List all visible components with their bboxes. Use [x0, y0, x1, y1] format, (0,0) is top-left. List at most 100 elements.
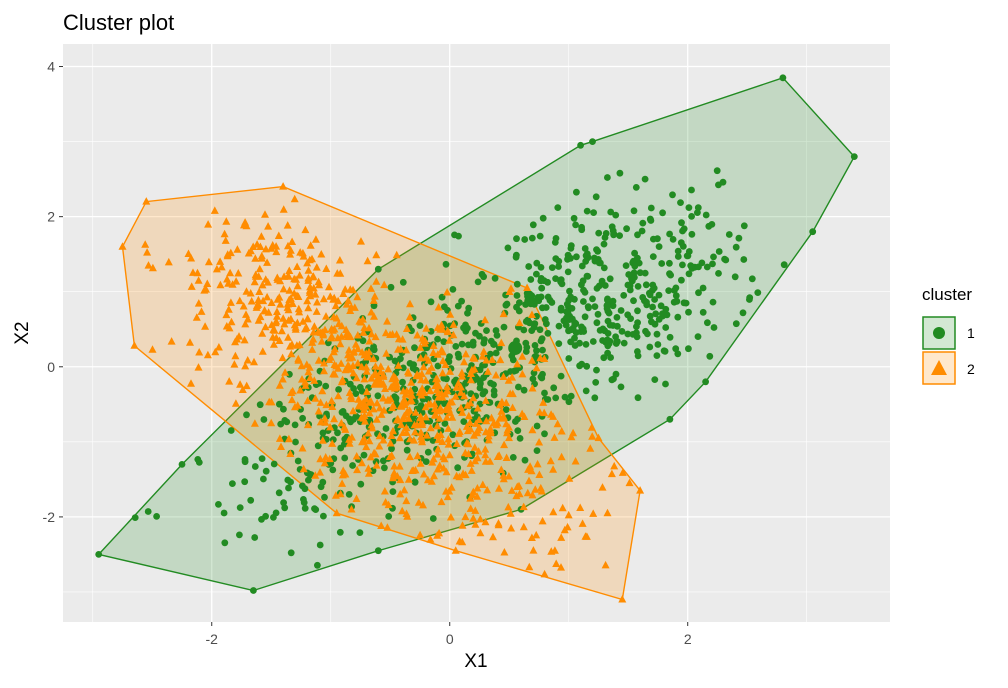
- cluster-2-point: [528, 384, 537, 392]
- cluster-2-point: [272, 317, 281, 325]
- cluster-2-point: [290, 289, 299, 297]
- cluster-2-point: [288, 299, 297, 307]
- cluster-1-point: [721, 255, 728, 263]
- cluster-2-point: [322, 264, 331, 272]
- cluster-2-point: [284, 434, 293, 443]
- cluster-2-point: [251, 270, 260, 279]
- cluster-2-point: [275, 381, 284, 389]
- cluster-2-point: [308, 338, 317, 346]
- cluster-2-point: [365, 436, 374, 445]
- cluster-2-point: [286, 250, 295, 258]
- cluster-1-point: [604, 174, 611, 181]
- cluster-1-point: [608, 376, 616, 384]
- cluster-2-point: [319, 294, 328, 303]
- cluster-2-point: [224, 279, 233, 287]
- cluster-1-point: [144, 508, 152, 515]
- cluster-2-point: [400, 395, 409, 403]
- cluster-2-point: [462, 438, 471, 447]
- cluster-2-point: [341, 425, 350, 433]
- cluster-2-point: [439, 356, 447, 365]
- cluster-2-point: [295, 271, 304, 279]
- cluster-2-point: [387, 382, 396, 391]
- cluster-2-point: [552, 559, 561, 567]
- cluster-2-point: [375, 403, 384, 412]
- cluster-1-point: [280, 499, 287, 507]
- cluster-1-point: [661, 347, 669, 355]
- cluster-2-point: [286, 449, 295, 457]
- cluster-2-point: [455, 537, 464, 545]
- cluster-2-point: [481, 445, 490, 453]
- cluster-2-point: [411, 408, 420, 416]
- cluster-2-point: [486, 426, 495, 434]
- cluster-2-point: [407, 378, 416, 386]
- cluster-1-point: [514, 415, 521, 423]
- cluster-1-point: [416, 322, 424, 329]
- cluster-2-point: [497, 407, 506, 415]
- cluster-2-point: [226, 298, 235, 306]
- cluster-2-point: [390, 462, 399, 470]
- cluster-1-point: [534, 294, 542, 301]
- cluster-2-point: [372, 415, 381, 423]
- cluster-2-point: [369, 296, 378, 304]
- legend-label-1: 1: [967, 325, 975, 341]
- cluster-2-point: [481, 450, 490, 459]
- y-tick-label: 2: [47, 209, 55, 225]
- cluster-1-point: [477, 380, 484, 388]
- cluster-2-point: [301, 225, 310, 234]
- cluster-1-center: [508, 341, 523, 356]
- cluster-1-point: [441, 303, 448, 311]
- cluster-2-point: [380, 406, 388, 414]
- cluster-2-point: [377, 521, 386, 529]
- cluster-2-point: [438, 347, 447, 356]
- cluster-2-point: [250, 357, 258, 366]
- cluster-2-point: [381, 498, 390, 506]
- cluster-2-point: [370, 448, 379, 457]
- cluster-2-point: [435, 406, 444, 415]
- cluster-2-point: [448, 413, 457, 421]
- cluster-2-point: [238, 385, 247, 393]
- cluster-1-point: [537, 337, 545, 345]
- cluster-2-point: [429, 454, 438, 463]
- cluster-1-point: [571, 321, 579, 328]
- cluster-2-point: [484, 435, 493, 444]
- cluster-2-point: [280, 319, 289, 328]
- cluster-1-point: [732, 320, 740, 328]
- cluster-2-point: [567, 432, 576, 441]
- cluster-2-point: [279, 205, 288, 213]
- cluster-1-point: [458, 297, 465, 305]
- cluster-1-point: [317, 483, 325, 491]
- cluster-2-point: [467, 365, 476, 374]
- cluster-1-point: [572, 221, 579, 229]
- cluster-2-point: [330, 360, 339, 368]
- cluster-2-point: [468, 490, 477, 499]
- cluster-2-point: [211, 347, 220, 356]
- cluster-1-point: [316, 541, 324, 549]
- cluster-2-point: [299, 317, 307, 325]
- cluster-1-point: [440, 338, 448, 346]
- cluster-2-point: [247, 297, 256, 305]
- cluster-2-point: [195, 348, 204, 356]
- cluster-2-point: [355, 317, 364, 325]
- cluster-1-point: [662, 324, 670, 331]
- cluster-1-point: [579, 277, 587, 285]
- cluster-1-point: [641, 269, 649, 277]
- cluster-2-point: [353, 465, 362, 474]
- cluster-1-point: [646, 343, 654, 351]
- cluster-2-point: [258, 347, 267, 355]
- cluster-1-point: [590, 209, 597, 217]
- cluster-1-point: [687, 262, 695, 270]
- cluster-2-point: [314, 277, 323, 286]
- cluster-2-point: [364, 464, 373, 472]
- cluster-2-point: [347, 394, 356, 403]
- cluster-1-point: [480, 273, 487, 281]
- cluster-1-point: [595, 259, 603, 267]
- cluster-1-point: [679, 243, 687, 250]
- cluster-2-point: [402, 428, 411, 436]
- cluster-1-point: [335, 386, 342, 393]
- cluster-2-point: [243, 315, 252, 323]
- cluster-2-point: [406, 386, 415, 394]
- cluster-2-point: [331, 301, 340, 310]
- cluster-2-point: [357, 237, 365, 245]
- cluster-1-point: [555, 340, 563, 347]
- cluster-1-point: [685, 204, 693, 212]
